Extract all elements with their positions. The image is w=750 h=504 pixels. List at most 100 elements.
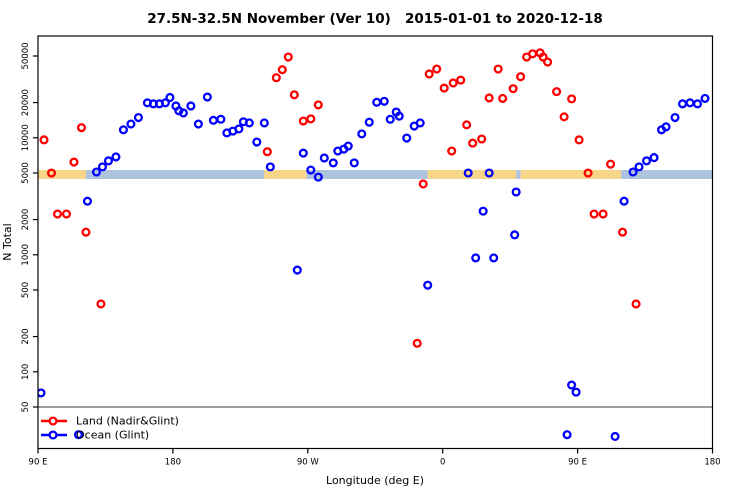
data-point-ocean <box>402 133 412 143</box>
band-segment-ocean <box>621 170 713 179</box>
x-axis-title: Longitude (deg E) <box>326 474 424 487</box>
data-point-ocean <box>343 141 353 151</box>
y-tick-label: 50000 <box>21 42 31 69</box>
data-point-ocean <box>372 97 382 107</box>
y-tick-label: 10000 <box>21 124 31 151</box>
y-tick-label: 5000 <box>21 162 31 184</box>
data-point-land <box>589 209 599 219</box>
data-point-ocean <box>202 92 212 102</box>
band-segment-land <box>264 170 307 179</box>
data-point-ocean <box>82 196 93 206</box>
data-point-ocean <box>685 98 695 108</box>
data-point-land <box>543 57 553 67</box>
data-point-land <box>567 94 577 104</box>
data-point-land <box>81 227 91 237</box>
data-point-ocean <box>97 162 108 172</box>
data-point-ocean <box>160 98 170 108</box>
plot-frame <box>37 35 714 450</box>
data-point-ocean <box>610 431 620 442</box>
data-point-ocean <box>571 387 581 397</box>
data-point-ocean <box>319 153 329 163</box>
data-point-land <box>46 168 57 178</box>
data-point-land <box>69 157 79 167</box>
y-tick-label: 200 <box>21 328 31 344</box>
data-point-ocean <box>252 137 262 147</box>
legend-ocean-label: Ocean (Glint) <box>76 429 149 442</box>
data-point-ocean <box>562 430 572 440</box>
data-point-ocean <box>118 125 128 135</box>
y-tick-label: 50 <box>21 402 31 413</box>
band-segment-ocean <box>516 170 521 179</box>
data-point-ocean <box>186 101 196 111</box>
data-point-land <box>552 87 562 97</box>
data-point-land <box>456 75 466 85</box>
data-point-land <box>76 123 87 133</box>
data-point-land <box>468 138 478 148</box>
y-tick-label: 1000 <box>21 244 31 266</box>
data-point-land <box>498 93 508 103</box>
band-segment-ocean <box>306 170 428 179</box>
data-point-land <box>277 65 287 75</box>
data-point-ocean <box>193 119 203 129</box>
data-point-ocean <box>628 167 638 177</box>
data-point-ocean <box>649 153 659 163</box>
data-point-ocean <box>37 388 46 398</box>
data-point-land <box>477 134 487 144</box>
data-point-ocean <box>484 168 494 178</box>
data-point-land <box>289 90 299 100</box>
y-tick-label: 20000 <box>21 89 31 116</box>
data-point-ocean <box>165 92 175 103</box>
data-point-land <box>39 135 49 145</box>
data-point-land <box>412 338 422 348</box>
data-point-ocean <box>670 112 680 123</box>
y-tick-label: 500 <box>21 282 31 298</box>
data-point-land <box>313 100 323 110</box>
data-point-ocean <box>364 117 374 127</box>
data-point-land <box>538 52 548 62</box>
data-point-ocean <box>511 187 521 197</box>
x-tick-label: 0 <box>440 458 445 468</box>
y-tick-label: 2000 <box>21 209 31 231</box>
data-point-ocean <box>385 114 395 124</box>
data-point-ocean <box>510 230 520 240</box>
data-point-land <box>528 49 538 59</box>
data-point-land <box>618 227 628 237</box>
data-point-land <box>631 299 641 309</box>
band-segment-land <box>38 170 86 179</box>
data-point-land <box>262 147 272 157</box>
data-point-land <box>96 299 106 309</box>
data-point-ocean <box>463 168 473 178</box>
data-point-land <box>283 52 293 62</box>
data-point-ocean <box>133 112 143 123</box>
data-point-land <box>271 73 281 83</box>
data-point-land <box>606 159 616 169</box>
data-point-ocean <box>306 165 316 175</box>
data-point-ocean <box>208 115 218 125</box>
y-axis: 50 100 200 500 1000 2000 5000 10000 20000 50000 <box>21 42 38 412</box>
y-tick-label: 100 <box>21 364 31 380</box>
data-point-land <box>598 209 608 219</box>
data-point-ocean <box>298 148 308 158</box>
legend-land-marker-icon <box>48 416 58 426</box>
data-point-ocean <box>677 99 688 109</box>
data-point-land <box>493 64 503 74</box>
data-point-land <box>52 209 63 219</box>
data-points-layer <box>37 48 710 442</box>
legend-entry-land: Land (Nadir&Glint) <box>41 415 179 428</box>
data-point-land <box>448 78 458 88</box>
legend-ocean-marker-icon <box>48 430 58 440</box>
data-point-land <box>559 112 569 122</box>
x-tick-label: 180 <box>165 458 181 468</box>
data-point-land <box>298 116 308 126</box>
data-point-ocean <box>126 119 136 129</box>
data-point-ocean <box>394 111 404 121</box>
data-point-ocean <box>234 124 244 134</box>
data-point-ocean <box>692 99 703 109</box>
data-point-ocean <box>349 158 359 168</box>
data-point-ocean <box>328 158 338 168</box>
data-point-land <box>61 209 72 219</box>
data-point-ocean <box>111 152 121 162</box>
data-point-ocean <box>489 253 499 263</box>
band-segment-land <box>520 170 622 179</box>
